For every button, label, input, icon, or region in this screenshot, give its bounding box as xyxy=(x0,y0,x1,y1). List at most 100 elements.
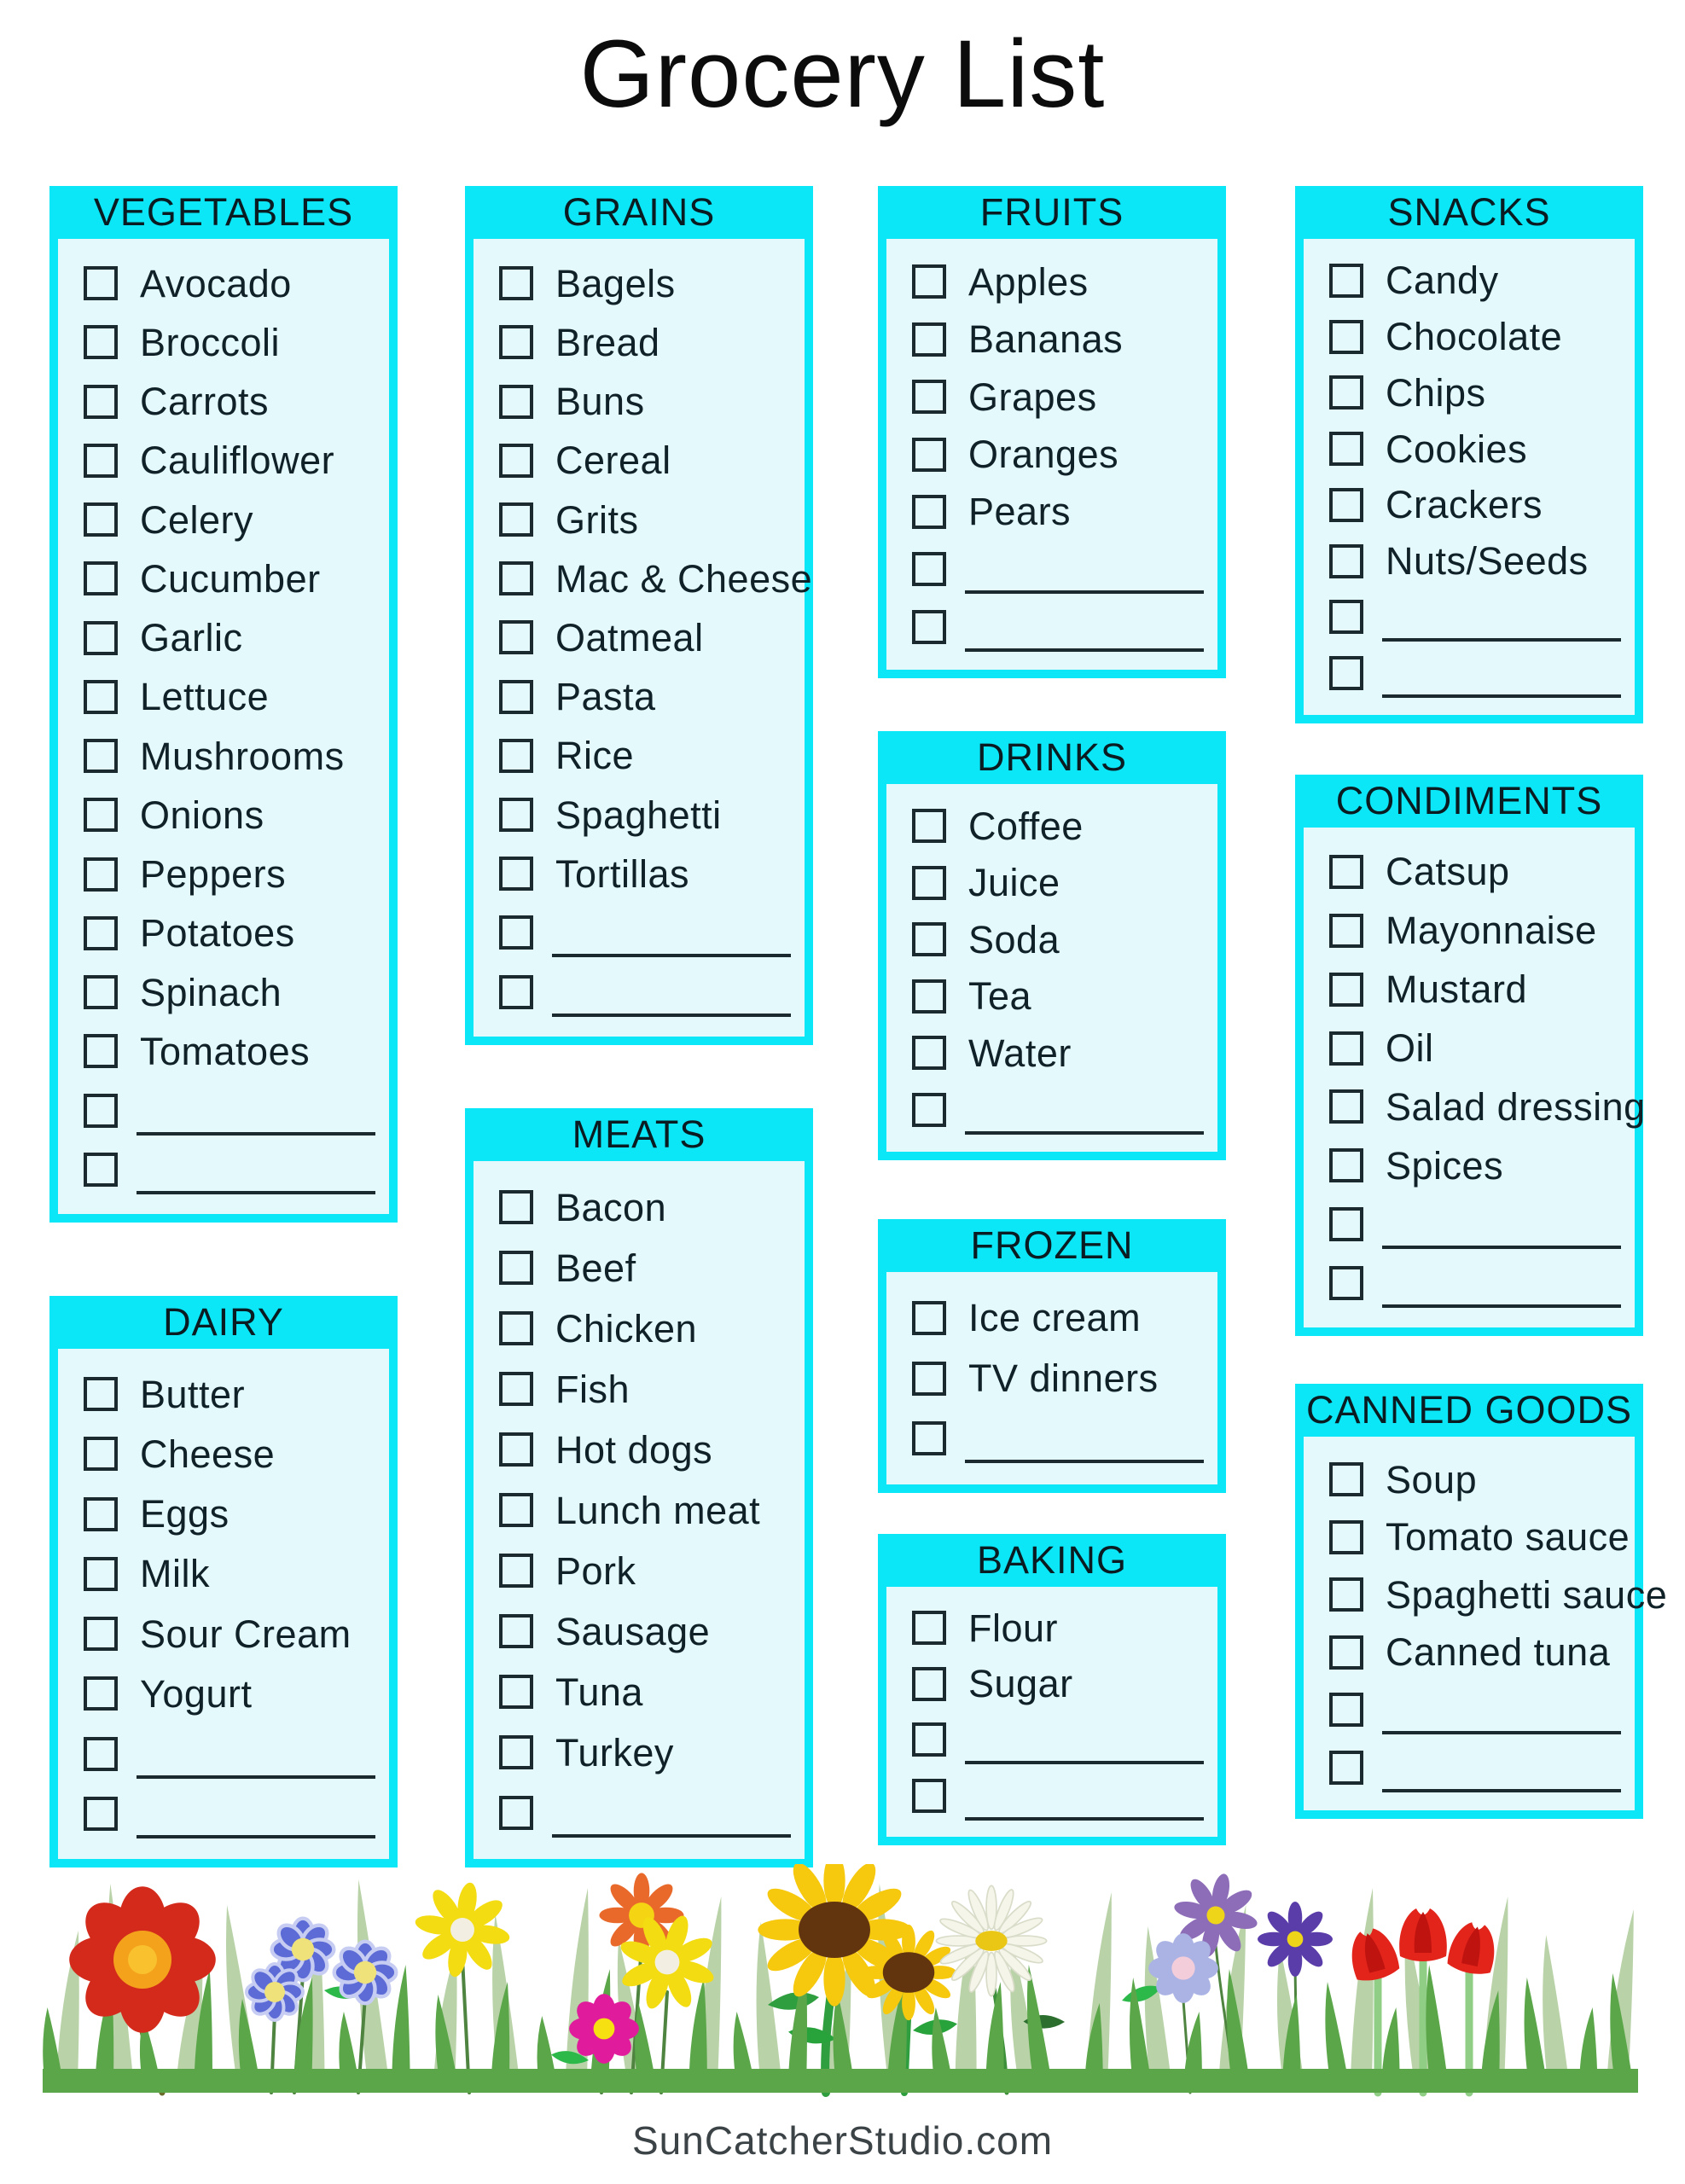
blank-line[interactable] xyxy=(552,954,791,958)
checkbox[interactable] xyxy=(84,1093,118,1128)
checkbox[interactable] xyxy=(84,266,118,301)
checkbox[interactable] xyxy=(84,443,118,478)
checkbox[interactable] xyxy=(1329,1519,1363,1554)
checkbox[interactable] xyxy=(1329,1148,1363,1183)
checkbox[interactable] xyxy=(84,1736,118,1771)
checkbox[interactable] xyxy=(499,384,533,419)
checkbox[interactable] xyxy=(1329,1693,1363,1728)
checkbox[interactable] xyxy=(84,561,118,596)
checkbox[interactable] xyxy=(499,738,533,773)
checkbox[interactable] xyxy=(499,443,533,478)
checkbox[interactable] xyxy=(84,1556,118,1591)
checkbox[interactable] xyxy=(499,1311,533,1345)
checkbox[interactable] xyxy=(84,679,118,714)
checkbox[interactable] xyxy=(912,1092,946,1127)
checkbox[interactable] xyxy=(499,1675,533,1709)
checkbox[interactable] xyxy=(84,1617,118,1652)
checkbox[interactable] xyxy=(84,1796,118,1831)
checkbox[interactable] xyxy=(84,975,118,1010)
blank-line[interactable] xyxy=(1382,1788,1621,1792)
checkbox[interactable] xyxy=(912,809,946,844)
checkbox[interactable] xyxy=(499,1432,533,1467)
checkbox[interactable] xyxy=(1329,1577,1363,1612)
checkbox[interactable] xyxy=(1329,656,1363,691)
checkbox[interactable] xyxy=(84,325,118,360)
blank-line[interactable] xyxy=(965,1130,1204,1135)
checkbox[interactable] xyxy=(912,552,946,587)
checkbox[interactable] xyxy=(499,1554,533,1588)
blank-line[interactable] xyxy=(137,1190,375,1194)
checkbox[interactable] xyxy=(912,437,946,472)
blank-line[interactable] xyxy=(1382,1246,1621,1250)
checkbox[interactable] xyxy=(912,264,946,299)
checkbox[interactable] xyxy=(84,915,118,950)
checkbox[interactable] xyxy=(1329,1635,1363,1670)
checkbox[interactable] xyxy=(912,1300,946,1335)
checkbox[interactable] xyxy=(499,1251,533,1285)
checkbox[interactable] xyxy=(84,1676,118,1711)
checkbox[interactable] xyxy=(1329,600,1363,635)
checkbox[interactable] xyxy=(1329,1266,1363,1300)
checkbox[interactable] xyxy=(499,679,533,714)
checkbox[interactable] xyxy=(1329,972,1363,1007)
blank-line[interactable] xyxy=(1382,1731,1621,1735)
checkbox[interactable] xyxy=(499,798,533,833)
checkbox[interactable] xyxy=(1329,487,1363,522)
checkbox[interactable] xyxy=(1329,1462,1363,1497)
blank-line[interactable] xyxy=(1382,638,1621,642)
checkbox[interactable] xyxy=(1329,1750,1363,1785)
checkbox[interactable] xyxy=(912,322,946,357)
checkbox[interactable] xyxy=(84,1152,118,1187)
blank-line[interactable] xyxy=(965,1460,1204,1464)
checkbox[interactable] xyxy=(912,1722,946,1757)
checkbox[interactable] xyxy=(84,502,118,537)
checkbox[interactable] xyxy=(1329,913,1363,948)
blank-line[interactable] xyxy=(965,1761,1204,1765)
checkbox[interactable] xyxy=(499,1614,533,1648)
checkbox[interactable] xyxy=(1329,1089,1363,1124)
checkbox[interactable] xyxy=(912,865,946,900)
checkbox[interactable] xyxy=(912,494,946,529)
blank-line[interactable] xyxy=(137,1131,375,1136)
checkbox[interactable] xyxy=(1329,319,1363,354)
checkbox[interactable] xyxy=(499,915,533,950)
blank-line[interactable] xyxy=(965,1816,1204,1821)
checkbox[interactable] xyxy=(499,1493,533,1527)
checkbox[interactable] xyxy=(499,561,533,596)
checkbox[interactable] xyxy=(84,739,118,774)
checkbox[interactable] xyxy=(499,266,533,301)
checkbox[interactable] xyxy=(499,1372,533,1406)
checkbox[interactable] xyxy=(499,857,533,892)
checkbox[interactable] xyxy=(84,1496,118,1531)
checkbox[interactable] xyxy=(1329,1031,1363,1066)
blank-line[interactable] xyxy=(1382,1304,1621,1308)
checkbox[interactable] xyxy=(1329,1207,1363,1242)
checkbox[interactable] xyxy=(1329,854,1363,889)
checkbox[interactable] xyxy=(912,609,946,644)
checkbox[interactable] xyxy=(912,1778,946,1813)
checkbox[interactable] xyxy=(912,1361,946,1396)
checkbox[interactable] xyxy=(84,384,118,419)
checkbox[interactable] xyxy=(499,1796,533,1830)
checkbox[interactable] xyxy=(84,1377,118,1412)
checkbox[interactable] xyxy=(84,620,118,655)
checkbox[interactable] xyxy=(84,798,118,833)
blank-line[interactable] xyxy=(137,1834,375,1838)
blank-line[interactable] xyxy=(965,590,1204,595)
blank-line[interactable] xyxy=(965,648,1204,652)
checkbox[interactable] xyxy=(912,1036,946,1071)
checkbox[interactable] xyxy=(912,1611,946,1646)
checkbox[interactable] xyxy=(912,979,946,1014)
checkbox[interactable] xyxy=(84,1034,118,1069)
checkbox[interactable] xyxy=(499,1190,533,1224)
checkbox[interactable] xyxy=(499,325,533,360)
checkbox[interactable] xyxy=(84,857,118,892)
checkbox[interactable] xyxy=(499,974,533,1009)
blank-line[interactable] xyxy=(1382,694,1621,699)
checkbox[interactable] xyxy=(912,1421,946,1456)
checkbox[interactable] xyxy=(1329,543,1363,578)
checkbox[interactable] xyxy=(912,1666,946,1701)
blank-line[interactable] xyxy=(552,1834,791,1838)
checkbox[interactable] xyxy=(912,380,946,415)
checkbox[interactable] xyxy=(1329,432,1363,467)
